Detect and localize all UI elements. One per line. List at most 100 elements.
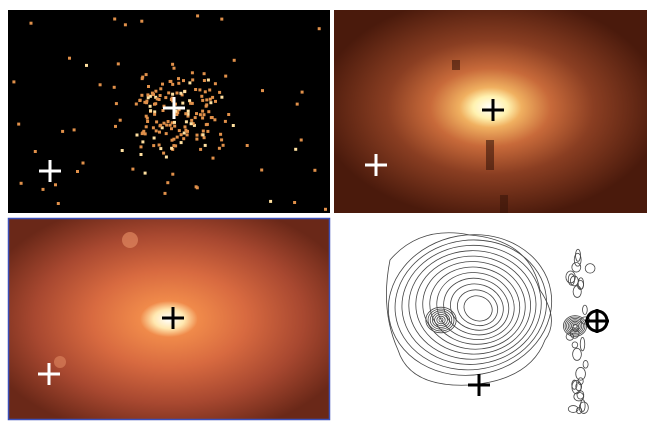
dot (218, 90, 222, 94)
dot (152, 93, 155, 97)
dot (159, 87, 163, 91)
dot (148, 94, 152, 98)
dot (145, 116, 149, 120)
contour (456, 289, 499, 327)
dot (260, 168, 264, 172)
dot (177, 129, 181, 133)
contour (567, 405, 579, 413)
dot (157, 98, 161, 101)
contour (564, 316, 586, 336)
dot (185, 133, 189, 137)
dot (186, 129, 189, 133)
dot (12, 80, 16, 84)
contour (569, 328, 580, 339)
dot (162, 121, 166, 125)
marker (482, 99, 504, 121)
dot (143, 171, 147, 175)
dot (153, 110, 157, 114)
dot (213, 118, 217, 122)
dot (61, 129, 65, 133)
contour (429, 266, 521, 345)
dot (164, 132, 168, 136)
dot (171, 172, 175, 176)
dot (182, 131, 186, 135)
dot (175, 113, 179, 116)
dot (166, 120, 170, 123)
dot (188, 99, 192, 103)
dot (146, 93, 150, 97)
contour (386, 232, 552, 386)
contour (436, 272, 515, 340)
dot (194, 88, 198, 91)
dot (162, 104, 166, 108)
dot (188, 81, 192, 85)
contour (571, 322, 580, 330)
dot (123, 23, 127, 27)
blob (54, 356, 66, 368)
dot (295, 102, 299, 106)
dot (180, 93, 184, 97)
contour (582, 360, 589, 369)
dot (170, 121, 174, 125)
dot (142, 129, 146, 133)
dot (183, 125, 187, 129)
dot (232, 58, 236, 62)
dot (145, 99, 149, 103)
dot (193, 116, 197, 120)
dot (154, 95, 158, 99)
dot (200, 94, 204, 98)
contour (569, 320, 581, 332)
marker (365, 154, 387, 176)
dot (205, 122, 209, 126)
dot (112, 85, 116, 89)
dot (186, 114, 190, 118)
dot (177, 77, 180, 81)
dot (172, 144, 176, 148)
dot (144, 125, 148, 129)
blob (122, 232, 138, 248)
dot (198, 88, 202, 92)
dot (171, 62, 175, 66)
dot (223, 119, 227, 123)
dot (220, 138, 224, 142)
contour (575, 382, 583, 392)
dot (179, 141, 183, 145)
dot (208, 88, 212, 92)
contour (463, 295, 493, 322)
dot (205, 103, 209, 107)
dot (174, 144, 178, 148)
dot (153, 112, 157, 116)
dot (182, 137, 186, 141)
dot (143, 132, 147, 136)
dot (186, 112, 190, 116)
dot (170, 127, 173, 131)
dot (217, 146, 221, 150)
dot (199, 147, 203, 151)
contour (578, 401, 589, 414)
dot (195, 137, 199, 141)
dot (179, 91, 183, 95)
dot (210, 116, 214, 119)
dot (170, 146, 174, 150)
contour (436, 315, 446, 325)
dot (269, 199, 273, 203)
contour (577, 377, 584, 386)
dot (143, 100, 147, 104)
dot (144, 73, 148, 77)
dot (81, 161, 85, 165)
marker (39, 97, 185, 182)
dot (172, 66, 176, 70)
dot (160, 126, 164, 130)
dot (220, 95, 224, 99)
dot (227, 113, 231, 116)
dot (145, 101, 148, 105)
contour (401, 244, 542, 365)
dot (159, 147, 163, 151)
dot (189, 101, 193, 105)
dot (174, 109, 178, 113)
dot (261, 89, 264, 93)
dot (113, 17, 117, 21)
contour (572, 324, 579, 332)
contour (422, 261, 526, 350)
dot (221, 143, 225, 147)
